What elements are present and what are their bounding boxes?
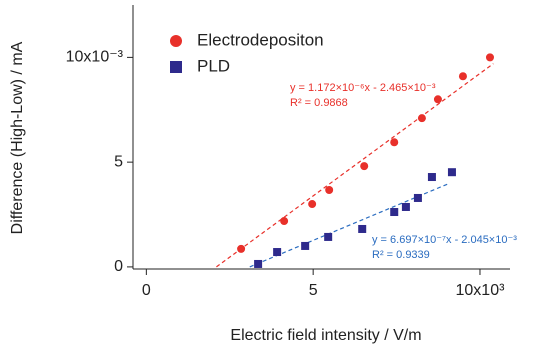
- point: [485, 53, 494, 62]
- point: [433, 95, 442, 104]
- point: [301, 241, 310, 250]
- point: [360, 162, 369, 171]
- fit-equation: y = 6.697×10⁻⁷x - 2.045×10⁻³: [372, 234, 517, 246]
- x-axis-title: Electric field intensity / V/m: [230, 327, 421, 344]
- point: [324, 232, 333, 241]
- point: [447, 168, 456, 177]
- legend-marker: [170, 35, 182, 47]
- point: [390, 208, 399, 217]
- point: [358, 224, 367, 233]
- legend-marker: [170, 61, 182, 73]
- point: [273, 248, 282, 257]
- x-tick-label: 0: [142, 282, 151, 299]
- point: [325, 186, 334, 195]
- point: [413, 193, 422, 202]
- point: [390, 138, 399, 147]
- y-tick-label: 10x10⁻³: [66, 49, 124, 66]
- point: [254, 259, 263, 268]
- point: [401, 202, 410, 211]
- x-tick-label: 10x10³: [456, 282, 506, 299]
- fit-line: [249, 182, 451, 268]
- point: [417, 114, 426, 123]
- point: [458, 72, 467, 81]
- point: [280, 217, 289, 226]
- y-axis-title: Difference (High-Low) / mA: [9, 41, 26, 234]
- y-tick-label: 5: [114, 153, 123, 170]
- fit-line: [216, 63, 494, 268]
- fit-equation: y = 1.172×10⁻⁶x - 2.465×10⁻³: [290, 82, 436, 94]
- point: [427, 173, 436, 182]
- point: [308, 200, 317, 209]
- fit-r2: R² = 0.9868: [290, 97, 348, 109]
- legend-label: PLD: [197, 56, 230, 75]
- y-tick-label: 0: [114, 258, 123, 275]
- fit-r2: R² = 0.9339: [372, 249, 430, 261]
- point: [237, 244, 246, 253]
- legend-label: Electrodepositon: [197, 30, 324, 49]
- x-tick-label: 5: [309, 282, 318, 299]
